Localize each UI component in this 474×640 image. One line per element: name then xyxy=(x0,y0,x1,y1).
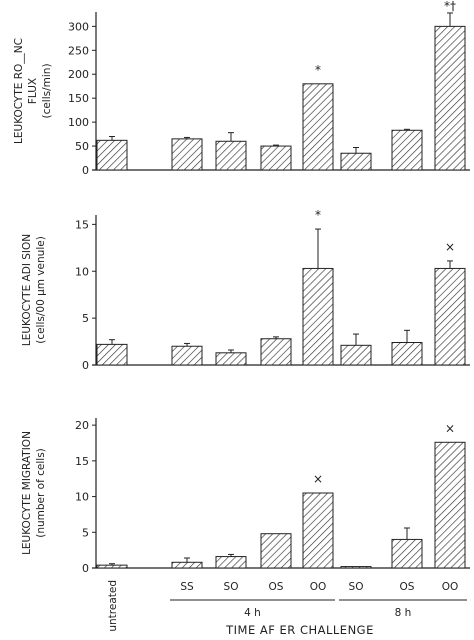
category-label: OO xyxy=(442,581,459,593)
y-axis-title: LEUKOCYTE RO__NC FLUX (cells/min) xyxy=(13,38,53,144)
bar xyxy=(340,344,372,366)
y-tick-label: 15 xyxy=(75,218,89,231)
y-axis-title-line: LEUKOCYTE MIGRATION xyxy=(21,431,33,555)
category-label: OS xyxy=(269,581,284,593)
bar xyxy=(434,25,466,171)
bar xyxy=(260,533,292,569)
bar xyxy=(302,492,334,569)
bar xyxy=(391,342,423,366)
bar xyxy=(171,345,203,366)
y-tick-label: 5 xyxy=(82,526,89,539)
category-label: OO xyxy=(310,581,327,593)
bar xyxy=(434,267,466,366)
bar xyxy=(340,566,372,569)
y-axis-title-line: (cells/00 µm venule) xyxy=(35,236,47,344)
bar xyxy=(96,139,128,171)
y-axis-title-line: (cells/min) xyxy=(41,63,53,118)
category-label: OS xyxy=(400,581,415,593)
bar xyxy=(391,538,423,569)
bar xyxy=(302,267,334,366)
category-label: SS xyxy=(180,581,194,593)
bar xyxy=(391,129,423,171)
group-label: 8 h xyxy=(395,607,412,619)
bar xyxy=(302,83,334,171)
y-tick-label: 0 xyxy=(82,562,89,575)
bar xyxy=(171,561,203,569)
bar xyxy=(96,343,128,366)
y-axis-title-line: (number of cells) xyxy=(35,448,47,538)
y-axis-title: LEUKOCYTE MIGRATION (number of cells) xyxy=(21,431,47,555)
y-axis-title-line: LEUKOCYTE RO__NC xyxy=(13,38,25,144)
significance-marker: * xyxy=(315,63,321,77)
y-tick-label: 50 xyxy=(75,140,89,153)
y-tick-label: 150 xyxy=(68,92,89,105)
bar xyxy=(260,145,292,171)
bar xyxy=(171,138,203,171)
panel-bottom: 0 5 10 15 20 LEUKOCYTE MIGRATION (number of ce… xyxy=(21,418,470,632)
bar xyxy=(434,441,466,569)
y-tick-label: 300 xyxy=(68,20,89,33)
y-tick-label: 100 xyxy=(68,116,89,129)
significance-marker: * xyxy=(315,208,321,222)
significance-marker: *† xyxy=(444,0,456,13)
y-tick-label: 0 xyxy=(82,164,89,177)
bar xyxy=(96,564,128,569)
bar xyxy=(215,352,247,366)
y-axis-title: LEUKOCYTE ADI SION (cells/00 µm venule) xyxy=(21,234,47,346)
panel-top: 0 50 100 150 200 250 300 LEUKOCYTE RO__NC FLUX (c… xyxy=(13,0,470,177)
y-axis-title-line: FLUX xyxy=(27,78,39,104)
bar xyxy=(340,152,372,171)
significance-marker: × xyxy=(445,240,455,254)
y-tick-label: 20 xyxy=(75,419,89,432)
x-axis-title: TIME AF ER CHALLENGE xyxy=(225,623,374,637)
y-axis-title-line: LEUKOCYTE ADI SION xyxy=(21,234,33,346)
bar xyxy=(215,556,247,569)
y-tick-label: 250 xyxy=(68,44,89,57)
bar xyxy=(215,140,247,171)
bar xyxy=(260,338,292,366)
category-label: untreated xyxy=(107,580,119,632)
significance-marker: × xyxy=(313,472,323,486)
y-tick-label: 15 xyxy=(75,455,89,468)
y-tick-label: 200 xyxy=(68,68,89,81)
y-tick-label: 0 xyxy=(82,359,89,372)
panel-middle: 0 5 10 15 LEUKOCYTE ADI SION (cells/00 µm ven… xyxy=(21,208,470,372)
category-label: SO xyxy=(224,581,239,593)
significance-marker: × xyxy=(445,421,455,435)
group-label: 4 h xyxy=(244,607,261,619)
y-tick-label: 5 xyxy=(82,312,89,325)
y-tick-label: 10 xyxy=(75,265,89,278)
category-label: SO xyxy=(349,581,364,593)
y-tick-label: 10 xyxy=(75,491,89,504)
